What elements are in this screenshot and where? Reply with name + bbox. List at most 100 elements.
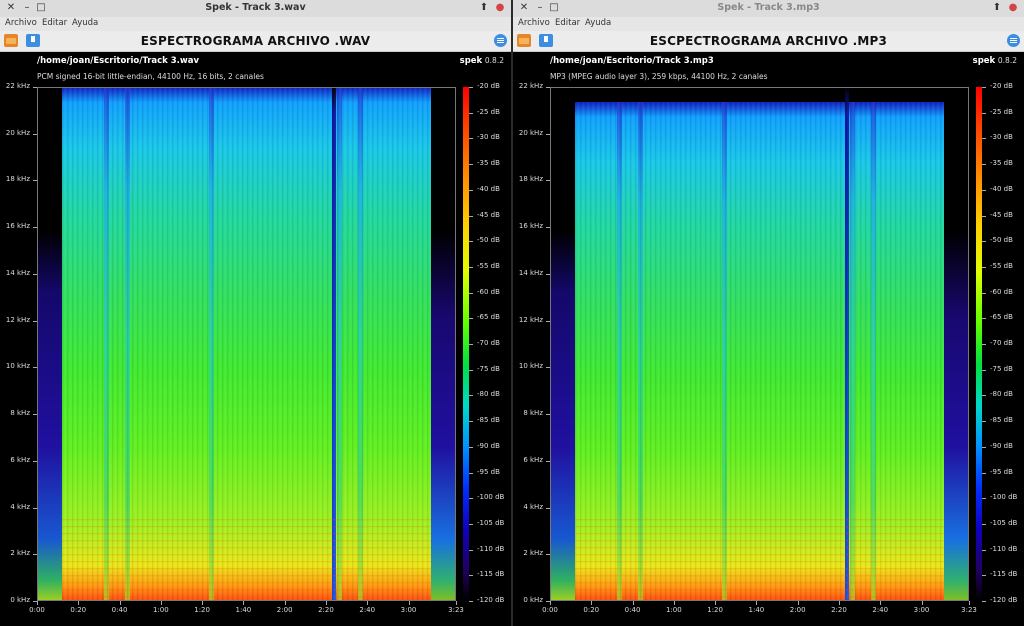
minimize-icon[interactable]: – (537, 2, 543, 13)
time-tick-label: 1:20 (707, 606, 723, 614)
window-divider (511, 0, 513, 626)
time-tick (673, 601, 675, 605)
open-file-icon[interactable] (517, 34, 531, 47)
freq-tick (546, 414, 550, 416)
menu-editar[interactable]: Editar (42, 18, 68, 28)
db-tick-label: -50 dB (990, 236, 1013, 245)
toolbar: ESCPECTROGRAMA ARCHIVO .MP3 (513, 31, 1024, 52)
save-icon[interactable] (539, 34, 553, 47)
db-tick (469, 87, 473, 88)
db-tick (469, 318, 473, 320)
save-icon[interactable] (26, 34, 40, 47)
lock-icon[interactable]: ● (1008, 2, 1018, 13)
freq-tick (546, 601, 550, 602)
menu-ayuda[interactable]: Ayuda (72, 18, 99, 28)
brand: spek 0.8.2 (460, 56, 504, 66)
time-tick (715, 601, 717, 605)
time-tick (632, 601, 634, 605)
time-tick (325, 601, 327, 605)
freq-tick-label: 8 kHz (10, 409, 30, 418)
db-tick-label: -85 dB (990, 416, 1013, 425)
brand: spek 0.8.2 (973, 56, 1017, 66)
db-tick (982, 318, 986, 320)
time-tick-label: 2:00 (276, 606, 293, 614)
db-tick-label: -115 dB (990, 570, 1018, 579)
freq-tick (546, 87, 550, 88)
freq-tick (33, 460, 37, 462)
spectrum-texture (62, 87, 431, 601)
page-heading: ESPECTROGRAMA ARCHIVO .WAV (140, 34, 371, 48)
db-tick-label: -85 dB (477, 416, 500, 425)
spectrum-band (124, 87, 130, 601)
freq-tick (546, 320, 550, 322)
hamburger-menu-icon[interactable] (494, 34, 507, 47)
db-tick (469, 523, 473, 525)
close-icon[interactable]: ✕ (6, 2, 16, 13)
freq-tick-label: 14 kHz (518, 268, 543, 277)
db-tick (469, 601, 473, 602)
time-tick-label: 2:40 (872, 606, 889, 614)
db-tick (982, 446, 986, 448)
time-tick (797, 601, 799, 605)
time-tick-label: 3:00 (913, 606, 930, 614)
maximize-icon[interactable]: □ (549, 2, 559, 13)
db-tick-label: -100 dB (477, 493, 505, 502)
spectrum-body (62, 87, 431, 601)
time-tick-label: 0:20 (70, 606, 87, 614)
maximize-icon[interactable]: □ (36, 2, 46, 13)
db-tick-label: -55 dB (477, 261, 500, 270)
pin-icon[interactable]: ⬆ (992, 2, 1002, 13)
db-tick (469, 344, 473, 345)
db-tick (982, 601, 986, 602)
freq-tick-label: 2 kHz (523, 549, 543, 558)
harmonic-lines (575, 518, 944, 601)
brand-version: 0.8.2 (997, 56, 1017, 65)
db-color-scale (976, 87, 982, 601)
spectrogram-plot (550, 87, 969, 601)
time-tick-label: 0:20 (583, 606, 600, 614)
db-tick (469, 112, 473, 114)
pin-icon[interactable]: ⬆ (479, 2, 489, 13)
time-tick (202, 601, 204, 605)
db-tick-label: -25 dB (990, 107, 1013, 116)
db-tick-label: -105 dB (990, 518, 1018, 527)
db-tick (469, 164, 473, 166)
freq-tick (33, 367, 37, 369)
db-tick-label: -30 dB (990, 133, 1013, 142)
db-tick-label: -65 dB (990, 313, 1013, 322)
db-tick-label: -55 dB (990, 261, 1013, 270)
hamburger-menu-icon[interactable] (1007, 34, 1020, 47)
freq-tick-label: 12 kHz (5, 315, 30, 324)
db-tick-label: -95 dB (990, 467, 1013, 476)
time-tick (367, 601, 369, 605)
menu-editar[interactable]: Editar (555, 18, 581, 28)
spectrogram-plot (37, 87, 456, 601)
freq-tick (546, 180, 550, 182)
db-tick-label: -105 dB (477, 518, 505, 527)
minimize-icon[interactable]: – (24, 2, 30, 13)
freq-tick (33, 601, 37, 602)
freq-tick-label: 0 kHz (523, 596, 543, 604)
db-tick-label: -40 dB (990, 184, 1013, 193)
freq-tick (546, 460, 550, 462)
time-tick (456, 601, 457, 605)
menu-bar: Archivo Editar Ayuda (513, 17, 1024, 31)
freq-tick-label: 8 kHz (523, 409, 543, 418)
menu-archivo[interactable]: Archivo (518, 18, 550, 28)
lock-icon[interactable]: ● (495, 2, 505, 13)
spectrum-band (849, 102, 855, 601)
menu-ayuda[interactable]: Ayuda (585, 18, 612, 28)
open-file-icon[interactable] (4, 34, 18, 47)
menu-archivo[interactable]: Archivo (5, 18, 37, 28)
outro-region (943, 87, 969, 601)
title-bar: ✕ – □ Spek - Track 3.wav ⬆ ● (0, 0, 511, 18)
db-tick (469, 395, 473, 397)
freq-tick-label: 12 kHz (518, 315, 543, 324)
time-tick-label: 3:00 (400, 606, 417, 614)
freq-tick-label: 16 kHz (5, 222, 30, 231)
db-tick (982, 215, 986, 217)
db-tick (469, 189, 473, 191)
close-icon[interactable]: ✕ (519, 2, 529, 13)
db-tick-label: -75 dB (477, 364, 500, 373)
window-title: Spek - Track 3.wav (205, 2, 306, 13)
